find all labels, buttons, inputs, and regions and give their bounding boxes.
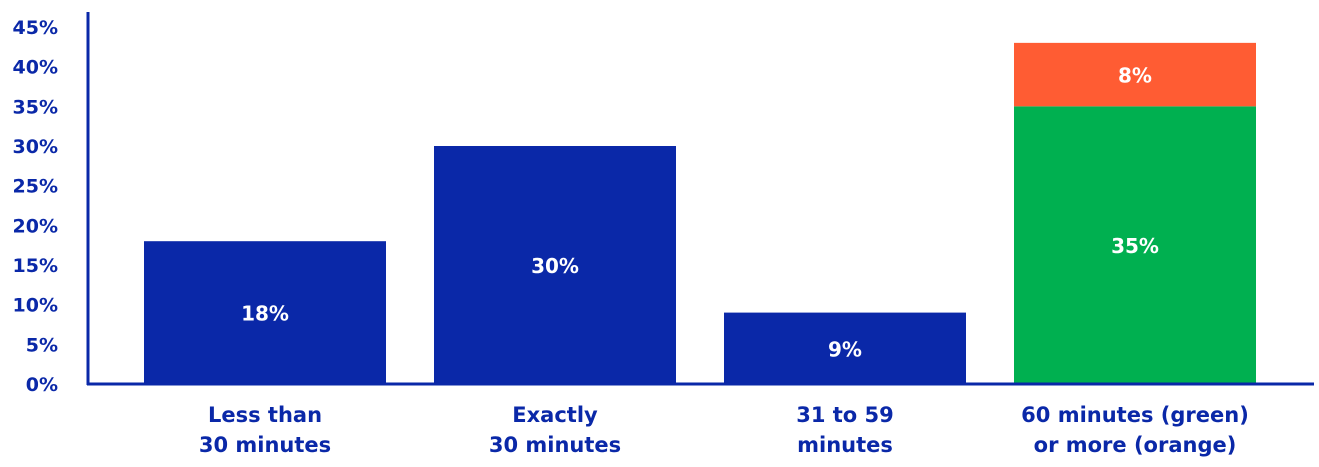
- x-category-label: 30 minutes: [199, 433, 331, 457]
- x-category-label: Exactly: [512, 403, 598, 427]
- bar-value-label: 9%: [828, 337, 862, 361]
- x-category-label: 31 to 59: [796, 403, 894, 427]
- bar-4-segment-1: [1014, 106, 1256, 384]
- bar-1-segment-1: [144, 241, 386, 384]
- y-tick-label: 20%: [13, 215, 58, 237]
- y-tick-label: 40%: [13, 57, 58, 79]
- y-tick-label: 15%: [13, 255, 58, 277]
- bar-value-label: 30%: [531, 254, 579, 278]
- bar-value-label: 35%: [1111, 234, 1159, 258]
- y-tick-label: 35%: [13, 96, 58, 118]
- bar-value-label: 8%: [1118, 64, 1152, 88]
- x-category-label: Less than: [208, 403, 322, 427]
- bar-value-label: 18%: [241, 302, 289, 326]
- bar-2-segment-1: [434, 146, 676, 384]
- x-axis-categories: Less than 30 minutes Exactly 30 minutes 31 t…: [199, 403, 1249, 457]
- y-axis-ticks: 0% 5% 10% 15% 20% 25% 30% 35% 40% 45%: [13, 17, 58, 396]
- bar-labels: 18% 30% 9% 35% 8%: [241, 64, 1159, 362]
- x-category-label: minutes: [797, 433, 893, 457]
- bars: [144, 42, 1256, 384]
- bar-4-segment-2: [1014, 42, 1256, 107]
- y-tick-label: 45%: [13, 17, 58, 39]
- y-tick-label: 0%: [26, 374, 58, 396]
- y-tick-label: 5%: [26, 334, 58, 356]
- y-tick-label: 30%: [13, 136, 58, 158]
- bar-3-segment-1: [724, 312, 966, 384]
- x-category-label: 30 minutes: [489, 433, 621, 457]
- y-tick-label: 25%: [13, 176, 58, 198]
- axes: [86, 12, 1314, 386]
- x-category-label: or more (orange): [1034, 433, 1237, 457]
- y-tick-label: 10%: [13, 295, 58, 317]
- x-category-label: 60 minutes (green): [1021, 403, 1249, 427]
